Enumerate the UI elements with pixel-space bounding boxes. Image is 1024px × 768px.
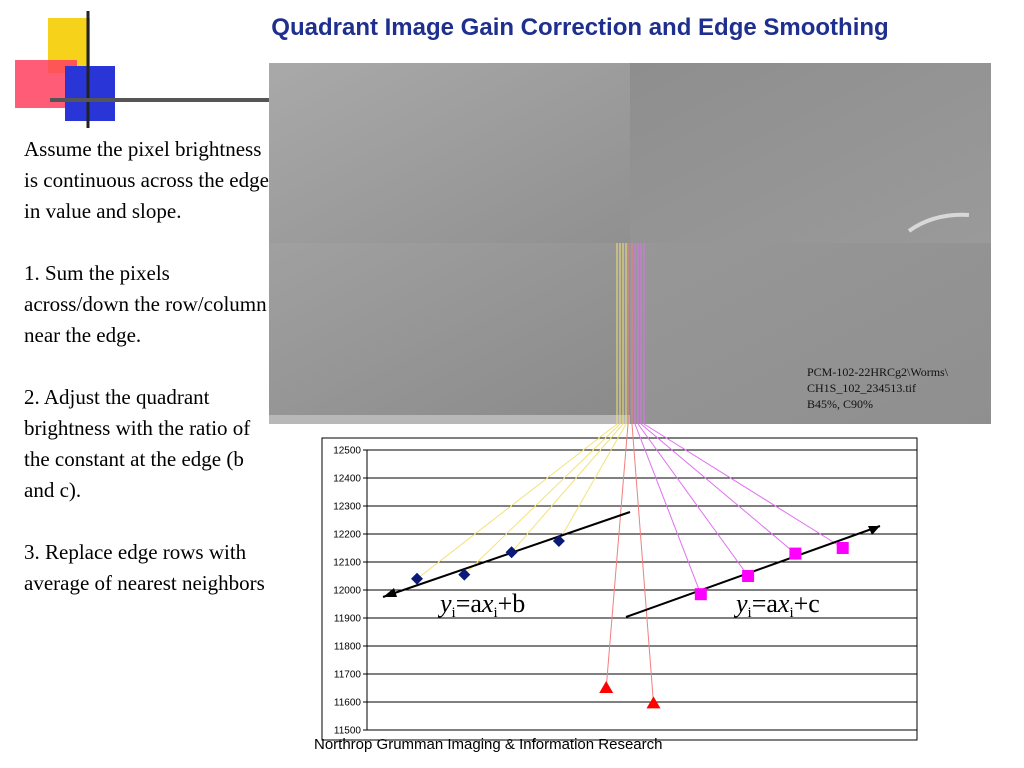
connector-line — [631, 423, 654, 704]
connector-line — [511, 423, 624, 553]
y-tick-label: 11600 — [334, 698, 362, 709]
y-tick-label: 11700 — [334, 670, 362, 681]
body-paragraph-2: 1. Sum the pixels across/down the row/co… — [24, 261, 267, 347]
fit-line-left — [382, 511, 631, 598]
slide-title: Quadrant Image Gain Correction and Edge … — [271, 14, 889, 41]
decorative-logo — [15, 11, 270, 128]
triangle-marker — [646, 696, 661, 709]
triangle-marker — [599, 681, 614, 693]
chart-area — [321, 437, 918, 741]
square-marker — [789, 547, 802, 560]
caption-line-1: PCM-102-22HRCg2\Worms\ — [807, 365, 949, 379]
y-tick-label: 11900 — [334, 614, 362, 625]
equation-right: yi=axi+c — [733, 589, 820, 621]
y-tick-label: 12100 — [333, 558, 361, 569]
caption-line-2: CH1S_102_234513.tif — [807, 381, 917, 395]
y-tick-label: 12300 — [333, 502, 361, 513]
image-caption: PCM-102-22HRCg2\Worms\ CH1S_102_234513.t… — [807, 364, 948, 412]
footer-text: Northrop Grumman Imaging & Information R… — [314, 736, 663, 753]
square-marker — [694, 588, 707, 601]
body-paragraph-1: Assume the pixel brightness is continuou… — [24, 137, 269, 223]
connector-line — [605, 423, 629, 689]
diamond-marker — [505, 546, 518, 559]
y-tick-label: 11800 — [334, 642, 362, 653]
body-text: Assume the pixel brightness is continuou… — [24, 134, 269, 630]
quadrant-image — [269, 63, 991, 424]
diamond-marker — [411, 572, 423, 585]
arrowhead-right — [868, 526, 880, 535]
diamond-marker — [458, 568, 471, 581]
square-marker — [742, 570, 755, 582]
caption-line-3: B45%, C90% — [807, 397, 873, 411]
connector-line — [634, 423, 702, 595]
y-tick-label: 12400 — [333, 474, 361, 485]
connector-line — [640, 423, 796, 554]
fit-line-right — [625, 525, 881, 618]
y-tick-label: 12200 — [333, 530, 361, 541]
diamond-marker — [552, 535, 565, 547]
connector-line — [643, 423, 843, 549]
y-tick-label: 12500 — [333, 446, 361, 457]
body-paragraph-4: 3. Replace edge rows with average of nea… — [24, 540, 265, 595]
square-marker — [836, 542, 849, 554]
connector-line — [637, 423, 749, 577]
connector-line — [463, 423, 621, 575]
connector-line — [558, 423, 627, 542]
arrowhead-left — [383, 588, 397, 597]
equation-left: yi=axi+b — [437, 589, 525, 621]
body-paragraph-3: 2. Adjust the quadrant brightness with t… — [24, 385, 251, 502]
y-tick-label: 11500 — [334, 726, 362, 737]
y-tick-label: 12000 — [333, 586, 361, 597]
connector-line — [416, 423, 618, 580]
